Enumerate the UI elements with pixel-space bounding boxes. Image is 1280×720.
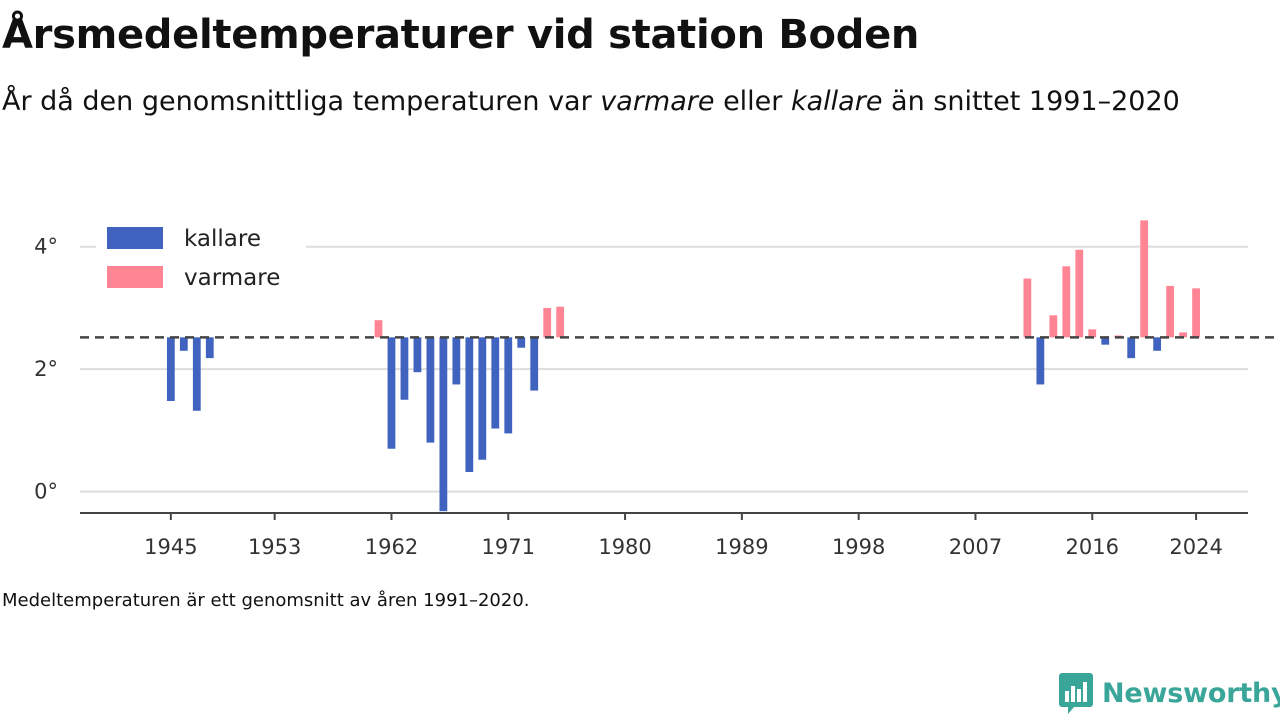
brand-name: Newsworthy <box>1102 677 1280 709</box>
bar-kallare-1969 <box>478 337 487 460</box>
bar-kallare-1966 <box>439 337 448 512</box>
bar-kallare-1945 <box>166 337 175 401</box>
bar-varmare-2013 <box>1049 315 1058 338</box>
x-tick-label: 1998 <box>832 535 885 559</box>
y-tick-label: 0° <box>34 480 58 504</box>
bar-kallare-1968 <box>465 337 474 472</box>
bar-varmare-1974 <box>543 307 552 338</box>
x-axis-ticks: 1945 1953 1962 1971 1980 1989 1998 2007 2016 2024 <box>144 513 1223 559</box>
bar-kallare-2021 <box>1153 337 1162 351</box>
chart-subtitle: År då den genomsnittliga temperaturen va… <box>2 80 1202 123</box>
bar-varmare-1975 <box>556 306 565 338</box>
bar-chart: 0° 2° 4° 1945 1953 1962 1971 1980 1989 1998 2007 2… <box>34 216 1278 559</box>
x-tick-label: 1962 <box>365 535 418 559</box>
bar-kallare-1963 <box>400 337 409 400</box>
bar-kallare-1965 <box>426 337 435 443</box>
legend-swatch-kallare <box>107 227 163 249</box>
bar-kallare-1946 <box>179 337 188 351</box>
bar-kallare-1962 <box>387 337 396 449</box>
x-tick-label: 2024 <box>1169 535 1222 559</box>
subtitle-text-2: eller <box>714 86 791 117</box>
bar-varmare-1961 <box>374 320 383 338</box>
x-tick-label: 2016 <box>1066 535 1119 559</box>
x-tick-label: 1953 <box>248 535 301 559</box>
bar-varmare-2020 <box>1140 220 1149 338</box>
bar-varmare-2014 <box>1062 266 1071 338</box>
legend-swatch-varmare <box>107 266 163 288</box>
bars <box>166 220 1200 512</box>
x-tick-label: 1989 <box>715 535 768 559</box>
legend-label-varmare: varmare <box>184 265 280 291</box>
chart-title: Årsmedeltemperaturer vid station Boden <box>2 12 920 58</box>
x-tick-label: 1980 <box>598 535 651 559</box>
subtitle-warmer: varmare <box>600 86 715 117</box>
legend: kallare varmare <box>96 216 306 300</box>
y-tick-label: 4° <box>34 235 58 259</box>
bar-kallare-2017 <box>1101 337 1110 345</box>
subtitle-text-1: År då den genomsnittliga temperaturen va… <box>2 86 601 117</box>
bar-kallare-2012 <box>1036 337 1045 385</box>
bar-kallare-1971 <box>504 337 513 434</box>
bar-kallare-1964 <box>413 337 422 373</box>
x-tick-label: 2007 <box>949 535 1002 559</box>
bar-kallare-1972 <box>517 337 526 348</box>
bar-kallare-1967 <box>452 337 461 385</box>
legend-label-kallare: kallare <box>184 226 261 252</box>
footnote: Medeltemperaturen är ett genomsnitt av å… <box>2 590 530 611</box>
subtitle-colder: kallare <box>790 86 883 117</box>
bar-varmare-2016 <box>1088 329 1097 338</box>
bar-kallare-1948 <box>205 337 214 359</box>
x-tick-label: 1971 <box>482 535 535 559</box>
brand-logo: Newsworthy <box>1058 670 1280 716</box>
bar-varmare-2022 <box>1166 285 1175 338</box>
bar-varmare-2024 <box>1192 288 1200 338</box>
bar-varmare-2015 <box>1075 249 1084 338</box>
y-axis-ticks: 0° 2° 4° <box>34 235 58 504</box>
y-tick-label: 2° <box>34 357 58 381</box>
bar-varmare-2011 <box>1023 278 1032 338</box>
bar-varmare-2023 <box>1179 332 1188 338</box>
subtitle-text-3: än snittet 1991–2020 <box>882 86 1180 117</box>
newsworthy-logo-icon <box>1059 673 1093 714</box>
bar-kallare-1970 <box>491 337 500 429</box>
bar-kallare-1947 <box>192 337 201 411</box>
bar-kallare-1973 <box>530 337 539 391</box>
x-tick-label: 1945 <box>144 535 197 559</box>
bar-kallare-2019 <box>1127 337 1136 359</box>
